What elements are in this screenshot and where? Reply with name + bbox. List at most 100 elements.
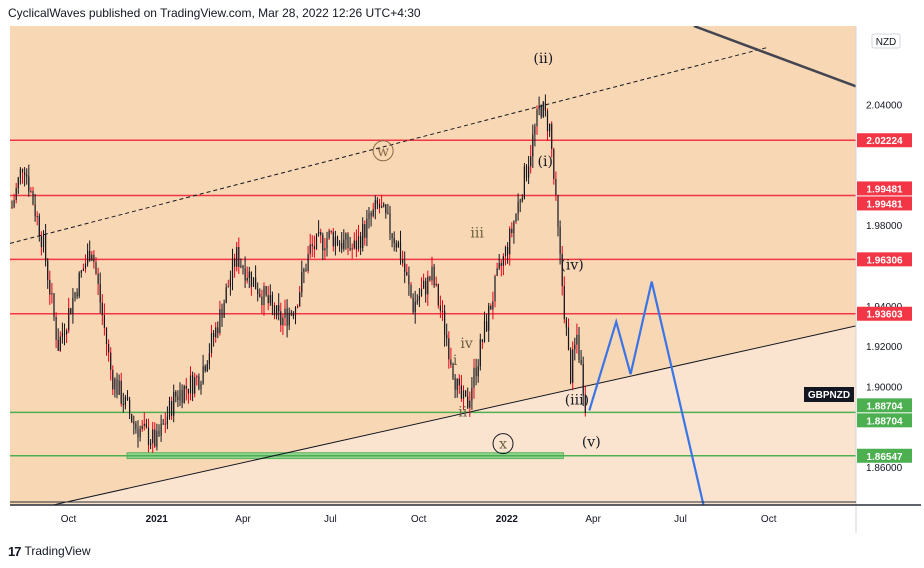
- candle-body: [198, 376, 200, 389]
- price-tag: [857, 398, 912, 413]
- candle-body: [229, 279, 231, 287]
- candle-body: [114, 379, 116, 390]
- candle-body: [580, 359, 582, 364]
- candle-body: [410, 284, 412, 298]
- candle-body: [544, 102, 546, 111]
- wave-label-circle: [372, 140, 394, 162]
- candle-body: [124, 397, 126, 406]
- candle-body: [332, 231, 334, 247]
- candle-body: [360, 236, 362, 249]
- candle-body: [437, 283, 439, 306]
- candle-body: [74, 292, 76, 299]
- candle-body: [168, 400, 171, 417]
- candle-body: [549, 123, 551, 132]
- candle-body: [95, 262, 97, 274]
- candle-body: [181, 390, 183, 403]
- footer-brand[interactable]: 17 TradingView: [8, 541, 91, 561]
- candle-body: [61, 333, 63, 337]
- price-level-layer: [10, 139, 856, 457]
- candle-body: [171, 400, 173, 416]
- candle-body: [383, 204, 385, 207]
- candle-body: [126, 397, 129, 400]
- candle-body: [391, 233, 393, 238]
- candle-body: [78, 272, 80, 297]
- candle-body: [80, 271, 82, 273]
- candle-body: [294, 307, 297, 316]
- price-tick-label: 2.04000: [866, 100, 903, 111]
- candles-layer: [11, 94, 586, 453]
- candle-body: [263, 286, 265, 306]
- candle-body: [494, 275, 496, 302]
- price-tag: [857, 133, 912, 148]
- candle-body: [91, 254, 93, 261]
- candle-body: [273, 305, 276, 316]
- candle-body: [339, 243, 341, 245]
- candle-body: [305, 269, 307, 271]
- candle-body: [448, 338, 450, 360]
- candle-body: [213, 333, 215, 338]
- candle-body: [469, 400, 471, 408]
- candle-body: [202, 366, 204, 384]
- candle-body: [343, 239, 345, 249]
- time-tick-label: Oct: [411, 514, 427, 525]
- price-tag-label: 1.99481: [866, 199, 903, 210]
- candle-body: [133, 422, 135, 424]
- candle-body: [156, 431, 158, 447]
- candle-body: [93, 254, 95, 263]
- candle-body: [206, 364, 208, 371]
- candle-body: [84, 263, 87, 269]
- candle-body: [301, 272, 303, 293]
- candle-body: [82, 268, 84, 272]
- candle-body: [53, 293, 55, 317]
- price-tag: [857, 252, 912, 267]
- candle-body: [368, 213, 370, 219]
- candle-body: [42, 234, 45, 248]
- time-tick-label: Apr: [235, 514, 251, 525]
- candle-body: [68, 308, 70, 331]
- candle-body: [36, 216, 38, 218]
- candle-body: [221, 309, 223, 318]
- candle-body: [152, 429, 154, 444]
- time-axis-background: [10, 505, 921, 533]
- candle-body: [313, 246, 315, 249]
- candle-body: [250, 271, 252, 287]
- candle-body: [28, 176, 30, 192]
- candle-body: [303, 269, 305, 273]
- candle-body: [19, 168, 21, 178]
- candle-body: [450, 359, 452, 366]
- candle-body: [234, 258, 236, 267]
- candle-body: [420, 288, 423, 297]
- time-axis[interactable]: Oct 2021 Apr Jul Oct 2022 Apr Jul Oct: [61, 514, 777, 525]
- candle-body: [307, 253, 309, 271]
- candle-body: [574, 344, 576, 350]
- candle-body: [565, 319, 567, 328]
- candle-body: [177, 396, 179, 401]
- candle-body: [353, 240, 355, 249]
- candle-body: [47, 261, 49, 280]
- candle-body: [397, 242, 399, 248]
- candle-body: [471, 387, 473, 401]
- price-tick-label: 1.90000: [866, 382, 903, 393]
- price-tag-label: 1.88704: [866, 416, 903, 427]
- candle-body: [112, 369, 114, 390]
- candle-body: [435, 283, 437, 286]
- candle-body: [122, 403, 124, 406]
- candle-body: [330, 230, 332, 232]
- candle-body: [582, 363, 584, 396]
- price-tag-label: 2.02224: [866, 136, 903, 147]
- price-tick-label: 1.92000: [866, 342, 903, 353]
- time-tick-label: Jul: [674, 514, 687, 525]
- candle-body: [509, 228, 511, 255]
- candle-body: [45, 234, 47, 262]
- candle-body: [488, 305, 490, 331]
- candle-body: [511, 228, 513, 233]
- candle-body: [299, 292, 301, 307]
- candle-body: [34, 204, 36, 217]
- candle-body: [51, 293, 53, 295]
- candle-body: [460, 385, 462, 399]
- candle-body: [210, 333, 213, 354]
- candle-body: [429, 276, 431, 281]
- candle-body: [40, 236, 42, 248]
